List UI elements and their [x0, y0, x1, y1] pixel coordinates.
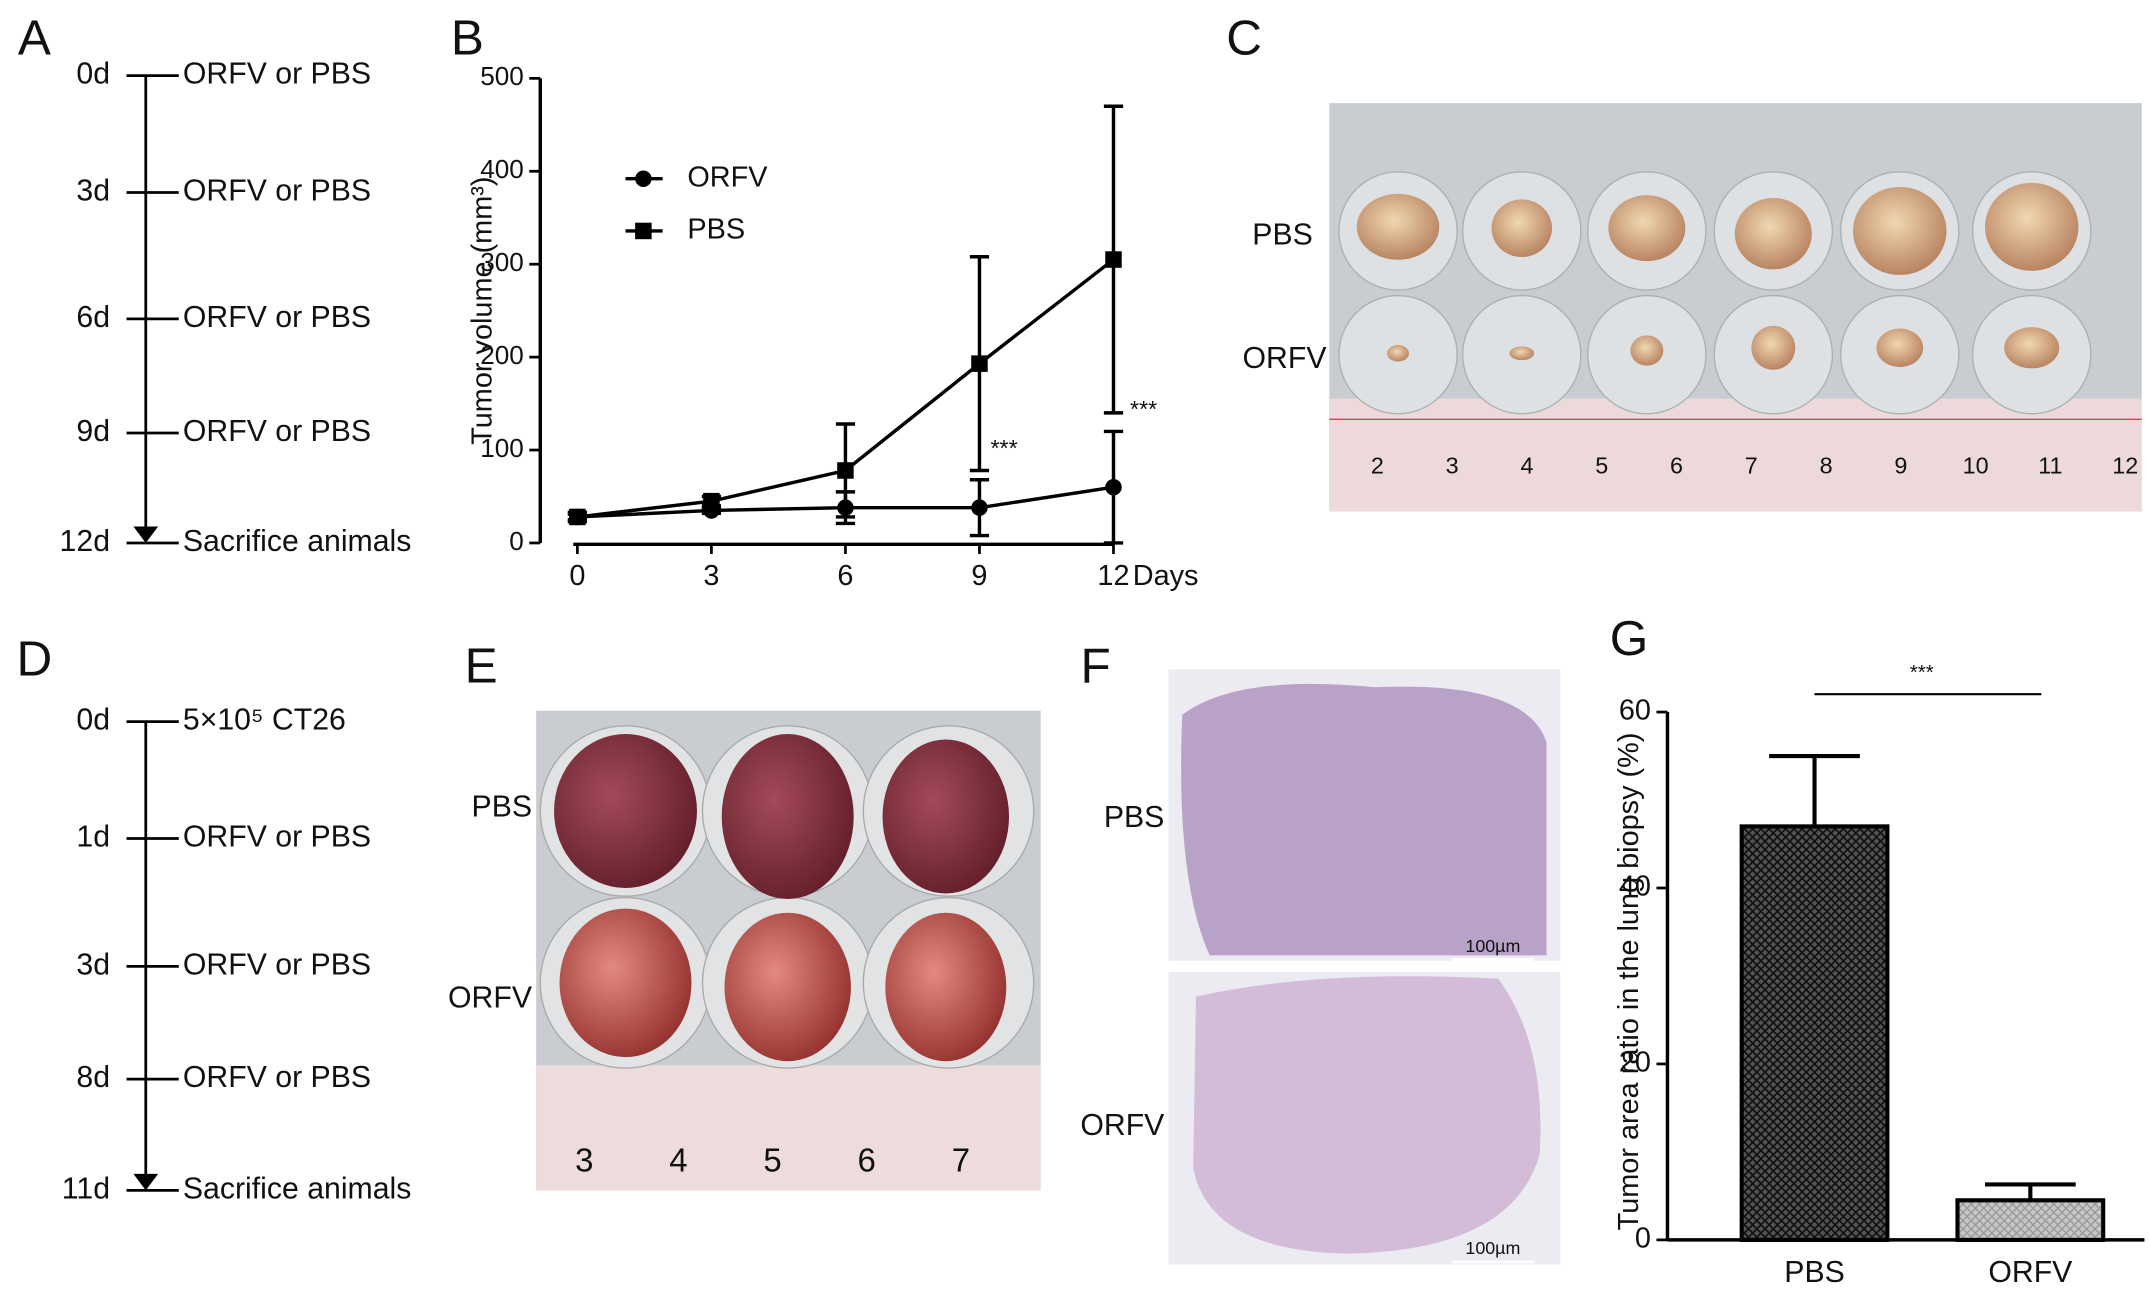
photo-row-label: ORFV	[448, 981, 533, 1014]
photo-row-label: PBS	[1104, 801, 1165, 834]
timeline-event: ORFV or PBS	[183, 415, 371, 448]
panel-label: E	[465, 639, 498, 694]
photo-f	[1168, 669, 1561, 1265]
error-bar	[1769, 753, 1860, 827]
ruler-number: 10	[1963, 453, 1989, 479]
x-tick-label: PBS	[1784, 1256, 1845, 1289]
x-tick-label: 3	[703, 560, 719, 592]
timeline-day: 8d	[76, 1061, 110, 1094]
timeline-event: ORFV or PBS	[183, 174, 371, 207]
photo-c	[1329, 103, 2142, 512]
timeline-arrow	[133, 526, 159, 543]
photo-e	[536, 710, 1041, 1191]
legend-label: PBS	[687, 214, 745, 246]
bar	[1955, 1198, 2106, 1242]
significance-mark: ***	[990, 435, 1017, 461]
y-tick-label: 200	[480, 340, 524, 370]
x-tick-label: 0	[569, 560, 585, 592]
ruler-number: 4	[669, 1142, 687, 1179]
panel-label: C	[1226, 10, 1262, 65]
timeline-day: 12d	[60, 525, 110, 558]
timeline-day: 6d	[76, 301, 110, 334]
ruler-number: 8	[1820, 453, 1833, 479]
timeline-arrow	[133, 1173, 159, 1191]
x-axis-label: Days	[1133, 560, 1199, 592]
scale-bar-label: 100µm	[1465, 1238, 1520, 1258]
y-tick-label: 100	[480, 433, 524, 463]
y-tick-label: 40	[1619, 871, 1651, 903]
ruler-number: 4	[1520, 453, 1533, 479]
data-point	[1105, 251, 1122, 268]
y-axis-label: Tumor volume (mm³)	[467, 177, 499, 445]
timeline-day: 3d	[76, 174, 110, 207]
timeline-day: 11d	[62, 1172, 110, 1205]
ruler-number: 6	[1670, 453, 1683, 479]
data-point	[1105, 478, 1122, 496]
ruler-number: 11	[2038, 453, 2062, 479]
data-point	[703, 492, 720, 510]
panel-label: B	[451, 10, 484, 65]
ruler-number: 6	[858, 1142, 876, 1179]
y-tick-label: 60	[1619, 695, 1651, 727]
scale-bar-label: 100µm	[1465, 936, 1520, 956]
data-point	[569, 508, 586, 526]
x-tick-label: 9	[971, 560, 987, 592]
timeline-day: 9d	[76, 415, 110, 448]
y-tick-label: 0	[509, 526, 524, 556]
data-point	[837, 462, 854, 479]
data-point	[971, 355, 988, 372]
x-tick-label: ORFV	[1988, 1256, 2073, 1289]
ruler-number: 7	[1745, 453, 1758, 479]
x-tick-label: 12	[1097, 560, 1129, 592]
panel-label: F	[1081, 639, 1111, 694]
ruler-number: 5	[763, 1142, 781, 1179]
y-axis-label: Tumor area ratio in the lung biopsy (%)	[1613, 733, 1645, 1231]
ruler-number: 9	[1894, 453, 1907, 479]
timeline-event: ORFV or PBS	[183, 1061, 371, 1094]
timeline-day: 3d	[76, 948, 110, 981]
panel-label: G	[1610, 611, 1648, 666]
x-tick-label: 6	[837, 560, 853, 592]
y-tick-label: 300	[480, 247, 524, 277]
legend-label: ORFV	[687, 161, 768, 193]
data-point	[971, 499, 988, 516]
legend-marker	[635, 222, 652, 240]
timeline-day: 1d	[76, 820, 110, 853]
ruler-number: 12	[2112, 453, 2138, 479]
timeline-event: ORFV or PBS	[183, 58, 371, 91]
photo-row-label: ORFV	[1080, 1109, 1165, 1142]
error-bar	[1984, 1182, 2076, 1201]
ruler-number: 3	[1446, 453, 1459, 479]
y-tick-label: 20	[1619, 1047, 1651, 1079]
legend-marker	[635, 170, 652, 187]
timeline-event: Sacrifice animals	[183, 1172, 412, 1205]
photo-row-label: ORFV	[1243, 342, 1328, 375]
bar	[1739, 824, 1890, 1242]
timeline-day: 0d	[76, 704, 110, 737]
ruler-number: 3	[575, 1142, 593, 1179]
timeline-event: 5×10⁵ CT26	[183, 704, 346, 737]
timeline-event: ORFV or PBS	[183, 820, 371, 853]
timeline-event: ORFV or PBS	[183, 948, 371, 981]
timeline-event: Sacrifice animals	[183, 525, 412, 558]
significance-mark: ***	[1130, 396, 1157, 422]
photo-row-label: PBS	[1252, 218, 1313, 251]
panel-label: D	[17, 632, 53, 687]
significance-mark: ***	[1910, 661, 1934, 684]
ruler-number: 2	[1371, 453, 1384, 479]
panel-label: A	[18, 10, 51, 65]
ruler-number: 5	[1595, 453, 1608, 479]
timeline-day: 0d	[76, 58, 110, 91]
y-tick-label: 400	[480, 154, 524, 184]
timeline-event: ORFV or PBS	[183, 301, 371, 334]
photo-row-label: PBS	[472, 790, 532, 823]
y-tick-label: 500	[480, 61, 524, 91]
ruler-number: 7	[952, 1142, 970, 1179]
y-tick-label: 0	[1635, 1223, 1651, 1255]
